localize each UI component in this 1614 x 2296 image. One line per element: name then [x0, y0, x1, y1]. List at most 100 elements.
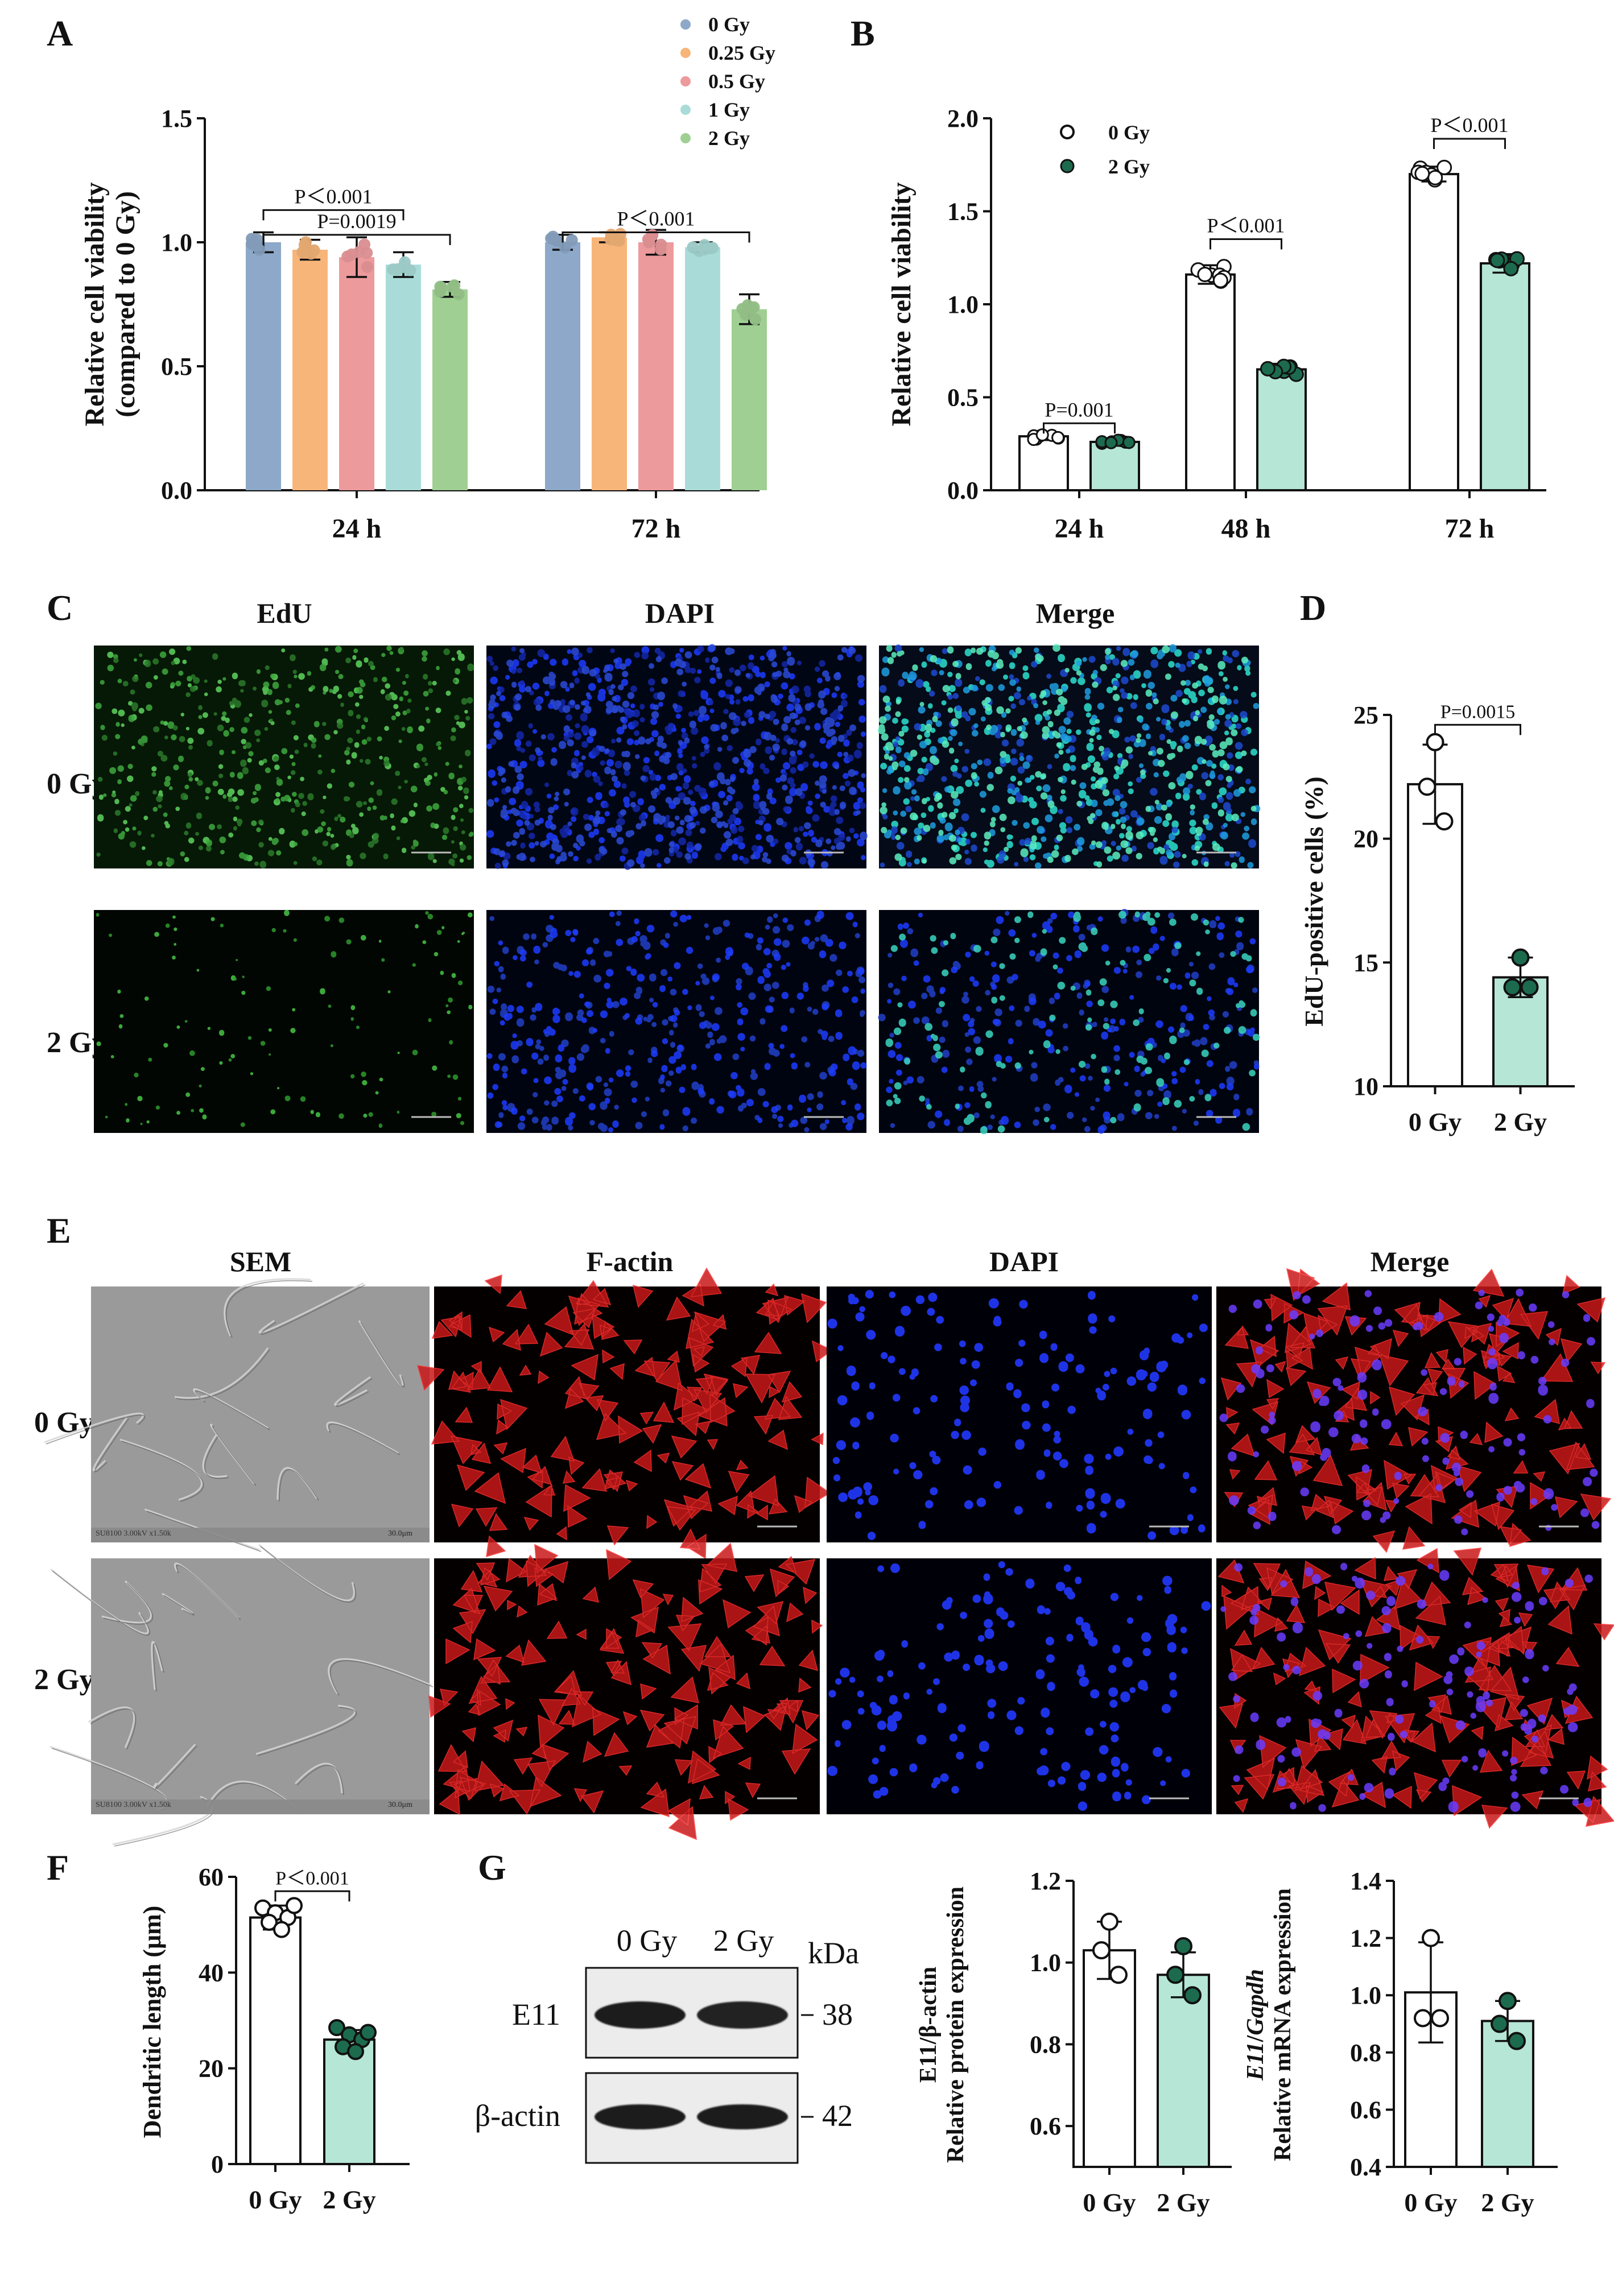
x-tick-label: 0 Gy	[1404, 2188, 1457, 2217]
micro-tile-bg	[879, 910, 1259, 1133]
p-value-label: P＜0.001	[1430, 114, 1508, 136]
bar-1-0	[545, 242, 580, 490]
y-tick-label: 1.0	[947, 291, 979, 318]
data-point	[273, 1921, 290, 1938]
data-point	[361, 260, 373, 273]
blot-kda-42: 42	[822, 2099, 853, 2133]
data-point	[1035, 428, 1049, 442]
bar-0-1	[292, 250, 328, 490]
bar-0-3	[386, 264, 421, 490]
panel-e-col-dapi: DAPI	[989, 1246, 1059, 1277]
p-value-label: P=0.001	[1045, 398, 1113, 421]
bar-0-2	[339, 257, 374, 490]
actin-cells	[416, 1267, 833, 1559]
fluor-bg	[434, 1286, 820, 1542]
blot-band-e11-0gy	[595, 2001, 686, 2029]
p-value-label: P＜0.001	[275, 1868, 349, 1889]
legend-marker	[680, 48, 691, 58]
data-point	[1122, 436, 1136, 449]
data-point	[1183, 1986, 1202, 2005]
bar-0-0	[1018, 435, 1069, 491]
bar-1-0	[1185, 273, 1236, 491]
significance-bracket	[1210, 238, 1282, 250]
panel-c-col-edu: EdU	[257, 597, 312, 629]
panel-letter-g: G	[478, 1847, 506, 1888]
x-tick-label: 24 h	[332, 514, 382, 544]
y-tick-label: 0.4	[1350, 2153, 1381, 2181]
panel-c-col-dapi: DAPI	[645, 597, 715, 629]
legend-label: 0 Gy	[1108, 121, 1150, 144]
sem-info-strip	[91, 1528, 430, 1542]
blot-band-e11-2gy	[697, 2001, 788, 2029]
cell-nuclei	[486, 644, 868, 869]
data-point	[435, 282, 448, 294]
x-tick-label: 0 Gy	[1409, 1107, 1462, 1136]
y-tick-label: 40	[199, 1959, 224, 1987]
y-tick-label: 25	[1353, 701, 1378, 729]
cell-nuclei	[96, 647, 474, 868]
data-point	[253, 243, 266, 256]
legend-label: 0 Gy	[708, 13, 750, 36]
sem-caption-top: SU8100 3.00kV x1.50k	[96, 1529, 171, 1538]
data-point	[1436, 159, 1452, 175]
legend-marker	[680, 133, 691, 143]
data-point	[358, 238, 371, 251]
y-tick-label: 0.0	[161, 477, 192, 504]
data-point	[1092, 1941, 1111, 1960]
panel-e-row-0gy: 0 Gy	[34, 1406, 94, 1439]
bar-1	[323, 2038, 375, 2166]
data-point	[1508, 2032, 1526, 2050]
panel-g-western-blot: 0 Gy 2 Gy kDa E11 β-actin 38 42	[475, 1923, 859, 2164]
bar-1-2	[638, 242, 674, 490]
chart-f-dendritic-length: 0 20 40 60 Dendritic length (μm) 0 Gy 2 Gy P＜0.…	[138, 1863, 410, 2214]
data-point	[1499, 1992, 1517, 2010]
data-point	[736, 303, 749, 315]
sem-scale-bottom: 30.0μm	[388, 1801, 412, 1809]
panel-e-col-merge: Merge	[1371, 1246, 1450, 1277]
micro-e-factin-2gy	[428, 1542, 823, 1840]
y-axis-label: Relative mRNA expression	[1270, 1888, 1296, 2161]
sem-bg	[91, 1558, 430, 1814]
y-axis-label: E11/β-actin	[915, 1967, 942, 2083]
micro-c-merge-0gy	[878, 644, 1261, 869]
panel-e-morphology-microscopy: SEM F-actin DAPI Merge 0 Gy 2 Gy	[34, 1246, 1614, 1847]
bar-0-4	[432, 289, 468, 490]
y-tick-label: 0.6	[1030, 2112, 1061, 2140]
bar-0	[1083, 1949, 1136, 2169]
panel-e-row-2gy: 2 Gy	[34, 1664, 94, 1696]
y-tick-label: 20	[1353, 825, 1378, 853]
y-tick-label: 1.4	[1350, 1867, 1381, 1895]
data-point	[1503, 978, 1522, 996]
data-point	[452, 288, 465, 300]
y-axis-label: EdU-positive cells (%)	[1299, 776, 1328, 1027]
chart-g-protein-expression: 0.6 0.8 1.0 1.2 E11/β-actin Relative protein …	[915, 1867, 1232, 2217]
x-tick-label: 2 Gy	[1481, 2188, 1534, 2217]
data-point	[1174, 1937, 1192, 1955]
y-tick-label: 0	[211, 2150, 224, 2178]
legend-marker	[680, 105, 691, 115]
y-tick-label: 1.0	[1350, 1981, 1381, 2009]
blot-lane-2gy: 2 Gy	[713, 1923, 774, 1958]
panel-letter-c: C	[47, 588, 73, 628]
y-tick-label: 1.5	[161, 105, 192, 133]
y-tick-label: 60	[199, 1863, 224, 1891]
data-point	[1414, 2009, 1432, 2028]
blot-lane-0gy: 0 Gy	[617, 1923, 678, 1958]
data-point	[1212, 272, 1228, 288]
legend-marker	[680, 76, 691, 86]
micro-c-edu-0gy	[94, 646, 474, 868]
y-tick-label: 0.5	[161, 353, 192, 380]
micro-e-dapi-2gy	[827, 1558, 1212, 1814]
sem-info-strip	[91, 1799, 430, 1814]
panel-letter-a: A	[47, 13, 73, 53]
y-tick-label: 20	[199, 2055, 224, 2083]
bar-1	[1157, 1974, 1210, 2169]
chart-a-viability-dose: 0.0 0.5 1.0 1.5 Relative cell viability (comp…	[80, 13, 775, 544]
cell-nuclei	[486, 645, 866, 870]
data-point	[654, 243, 667, 255]
blot-band-actin-2gy	[697, 2104, 788, 2129]
data-point	[1051, 431, 1065, 444]
y-tick-label: 10	[1353, 1073, 1378, 1101]
data-point	[347, 2043, 364, 2061]
data-point	[328, 2019, 345, 2037]
